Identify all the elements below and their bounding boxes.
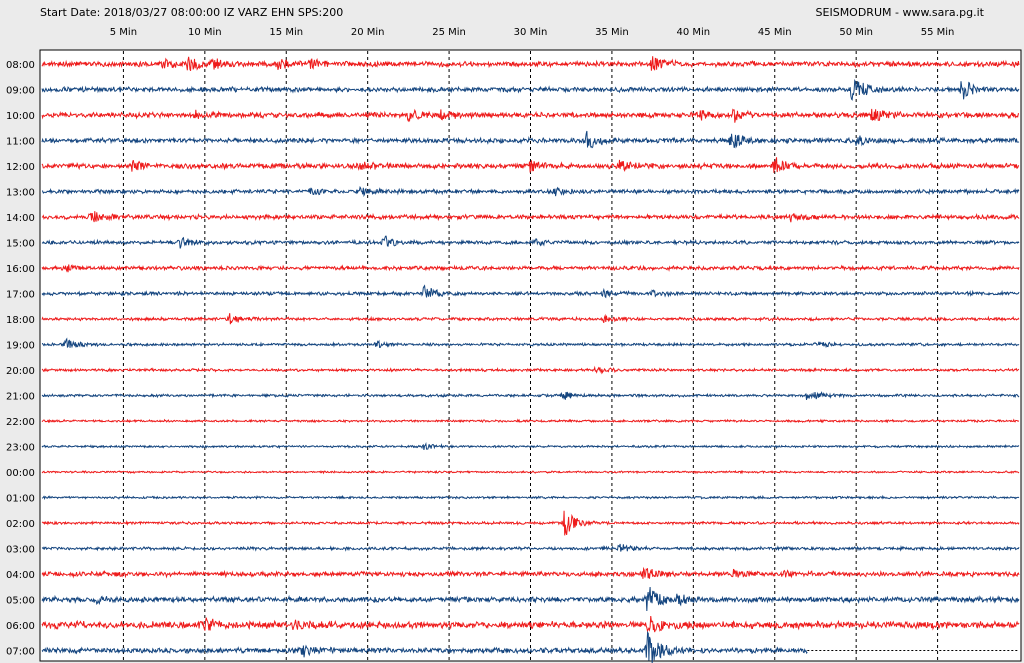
x-tick-label: 55 Min <box>921 27 955 38</box>
row-time-label: 23:00 <box>6 443 35 454</box>
x-tick-label: 5 Min <box>110 27 137 38</box>
row-time-label: 14:00 <box>6 213 35 224</box>
trace-0800 <box>41 56 1020 72</box>
trace-2100 <box>41 391 1020 400</box>
chart-title: Start Date: 2018/03/27 08:00:00 IZ VARZ … <box>40 6 344 19</box>
trace-2200 <box>41 418 1020 424</box>
row-labels: 08:00 09:00 10:00 11:00 12:00 13:00 14:00 15:00… <box>6 60 35 658</box>
trace-0100 <box>41 494 1020 501</box>
x-tick-label: 25 Min <box>432 27 466 38</box>
row-time-label: 11:00 <box>6 137 35 148</box>
seismic-traces <box>41 56 1020 663</box>
trace-0500 <box>41 587 1020 612</box>
trace-0600 <box>41 616 1020 633</box>
trace-0300 <box>41 543 1020 552</box>
row-time-label: 20:00 <box>6 366 35 377</box>
row-time-label: 09:00 <box>6 86 35 97</box>
trace-2300 <box>41 442 1020 451</box>
row-time-label: 00:00 <box>6 468 35 479</box>
trace-1900 <box>41 337 1020 349</box>
trace-1200 <box>41 157 1020 173</box>
x-tick-label: 50 Min <box>839 27 873 38</box>
trace-1600 <box>41 264 1020 273</box>
row-time-label: 21:00 <box>6 392 35 403</box>
x-tick-label: 35 Min <box>595 27 629 38</box>
trace-1800 <box>41 313 1020 325</box>
x-tick-label: 10 Min <box>188 27 222 38</box>
x-tick-labels: 5 Min 10 Min 15 Min 20 Min 25 Min 30 Min 35 Mi… <box>110 27 955 38</box>
row-time-label: 07:00 <box>6 647 35 658</box>
trace-1100 <box>41 130 1020 149</box>
row-time-label: 16:00 <box>6 264 35 275</box>
plot-area <box>39 49 1022 662</box>
row-time-label: 18:00 <box>6 315 35 326</box>
trace-1000 <box>41 108 1020 123</box>
row-time-label: 22:00 <box>6 417 35 428</box>
row-time-label: 06:00 <box>6 621 35 632</box>
row-time-label: 04:00 <box>6 570 35 581</box>
trace-0000 <box>41 469 1020 475</box>
row-time-label: 02:00 <box>6 519 35 530</box>
row-time-label: 15:00 <box>6 239 35 250</box>
trace-1700 <box>41 284 1020 299</box>
trace-1400 <box>41 211 1020 223</box>
trace-0700 <box>41 630 808 663</box>
row-time-label: 17:00 <box>6 290 35 301</box>
row-time-label: 05:00 <box>6 596 35 607</box>
row-time-label: 10:00 <box>6 111 35 122</box>
x-tick-label: 40 Min <box>677 27 711 38</box>
row-time-label: 01:00 <box>6 494 35 505</box>
trace-2000 <box>41 365 1020 375</box>
trace-1300 <box>41 185 1020 198</box>
row-time-label: 12:00 <box>6 162 35 173</box>
row-time-label: 08:00 <box>6 60 35 71</box>
row-time-label: 13:00 <box>6 188 35 199</box>
trace-0200 <box>41 510 1020 536</box>
trace-0900 <box>41 78 1020 101</box>
x-tick-label: 15 Min <box>269 27 303 38</box>
x-tick-label: 30 Min <box>514 27 548 38</box>
trace-1500 <box>41 235 1020 249</box>
x-tick-label: 20 Min <box>351 27 385 38</box>
row-time-label: 19:00 <box>6 341 35 352</box>
x-tick-label: 45 Min <box>758 27 792 38</box>
chart-source: SEISMODRUM - www.sara.pg.it <box>815 6 984 19</box>
trace-0400 <box>41 566 1020 579</box>
row-time-label: 03:00 <box>6 545 35 556</box>
